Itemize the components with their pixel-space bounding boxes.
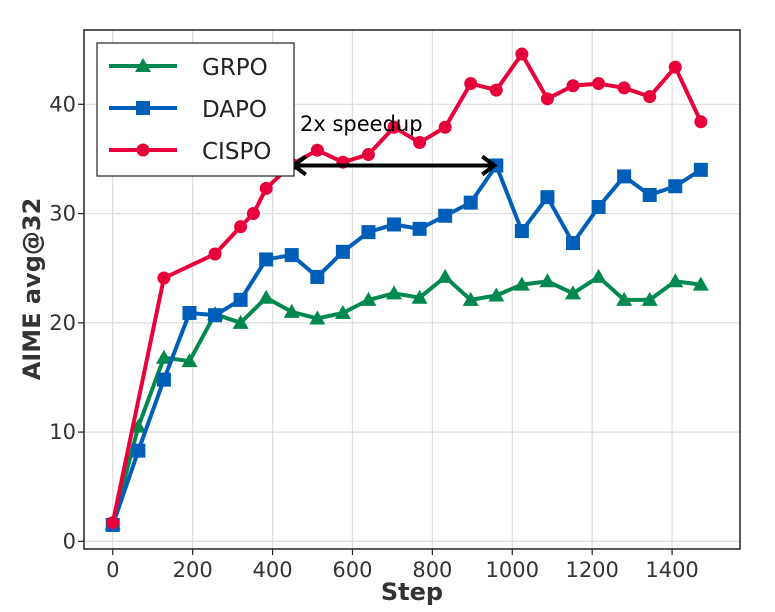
cispo-point — [234, 220, 248, 234]
grpo-point — [309, 310, 326, 325]
grpo-point — [513, 276, 530, 291]
dapo-point — [233, 292, 248, 307]
dapo-point — [156, 372, 171, 387]
legend-item-grpo: GRPO — [109, 55, 268, 81]
legend-item-dapo: DAPO — [109, 97, 267, 123]
cispo-point — [438, 120, 452, 134]
grpo-point — [258, 289, 275, 304]
dapo-point — [438, 208, 453, 223]
dapo-point — [566, 236, 581, 251]
dapo-point — [284, 248, 299, 263]
cispo-point — [515, 47, 529, 61]
legend-marker-icon — [136, 101, 150, 115]
grpo-point — [667, 273, 684, 288]
cispo-point — [246, 207, 260, 221]
cispo-point — [387, 120, 401, 134]
legend: GRPO DAPO CISPO — [96, 42, 295, 177]
dapo-point — [412, 221, 427, 236]
annotation-text: 2x speedup — [300, 112, 423, 136]
cispo-point — [694, 115, 708, 129]
cispo-point — [540, 92, 554, 106]
arrow-head-right-icon — [481, 154, 498, 177]
grpo-point — [232, 314, 249, 329]
y-axis-label: AIME avg@32 — [18, 198, 46, 381]
y-tick-label: 0 — [63, 529, 76, 553]
dapo-line — [110, 163, 702, 526]
cispo-point — [566, 79, 580, 93]
x-tick-label: 0 — [106, 558, 119, 582]
grpo-point — [539, 273, 556, 288]
dapo-point — [310, 269, 325, 284]
cispo-point — [643, 90, 657, 104]
dapo-point — [668, 179, 683, 194]
cispo-point — [310, 143, 324, 157]
grpo-point — [283, 303, 300, 318]
dapo-point — [693, 162, 708, 177]
y-tick-label: 10 — [49, 420, 76, 444]
legend-label: DAPO — [202, 97, 267, 123]
dapo-point — [182, 305, 197, 320]
dapo-point — [131, 443, 146, 458]
grpo-point — [386, 285, 403, 300]
x-axis-label: Step — [381, 578, 443, 606]
x-tick-label: 1200 — [565, 558, 618, 582]
grpo-point — [488, 287, 505, 302]
grpo-point — [590, 268, 607, 283]
dapo-point — [514, 224, 529, 239]
legend-label: CISPO — [202, 139, 271, 165]
cispo-point — [464, 77, 478, 91]
cispo-point — [361, 148, 375, 162]
annotation: 2x speedup — [290, 112, 498, 177]
grpo-point — [411, 289, 428, 304]
dapo-point — [591, 200, 606, 215]
series-layer — [104, 47, 709, 532]
cispo-point — [259, 181, 273, 195]
y-tick-label: 30 — [49, 202, 76, 226]
cispo-point — [489, 83, 503, 97]
dapo-point — [208, 308, 223, 323]
cispo-point — [106, 516, 120, 530]
y-tick-label: 40 — [49, 92, 76, 116]
grpo-point — [462, 291, 479, 306]
cispo-point — [413, 136, 427, 150]
grpo-point — [616, 291, 633, 306]
grpo-point — [641, 291, 658, 306]
dapo-point — [617, 169, 632, 184]
dapo-point — [463, 195, 478, 210]
x-tick-label: 600 — [332, 558, 372, 582]
x-tick-label: 200 — [173, 558, 213, 582]
grpo-point — [155, 349, 172, 364]
cispo-point — [592, 77, 606, 91]
series-dapo — [105, 158, 708, 532]
dapo-point — [387, 217, 402, 232]
y-tick-label: 20 — [49, 311, 76, 335]
legend-label: GRPO — [202, 55, 268, 81]
cispo-point — [157, 271, 171, 285]
legend-item-cispo: CISPO — [109, 139, 271, 165]
grpo-point — [334, 304, 351, 319]
cispo-point — [208, 247, 222, 261]
x-tick-label: 1000 — [486, 558, 539, 582]
legend-marker-icon — [136, 143, 150, 157]
axis-ticks: 0 200 400 600 800 1000 1200 1400 0 10 20 30 40 — [49, 92, 699, 582]
x-tick-label: 1400 — [645, 558, 698, 582]
legend-marker-icon — [135, 58, 151, 72]
x-tick-label: 800 — [412, 558, 452, 582]
dapo-point — [335, 244, 350, 259]
grpo-point — [360, 291, 377, 306]
x-tick-label: 400 — [253, 558, 293, 582]
dapo-point — [540, 190, 555, 205]
dapo-point — [361, 225, 376, 240]
cispo-point — [668, 60, 682, 74]
dapo-point — [259, 252, 274, 267]
grpo-point — [437, 268, 454, 283]
cispo-point — [617, 81, 631, 95]
grpo-point — [692, 276, 709, 291]
dapo-point — [642, 187, 657, 202]
plot-frame — [83, 29, 741, 550]
grpo-point — [565, 285, 582, 300]
grpo-point — [181, 353, 198, 368]
